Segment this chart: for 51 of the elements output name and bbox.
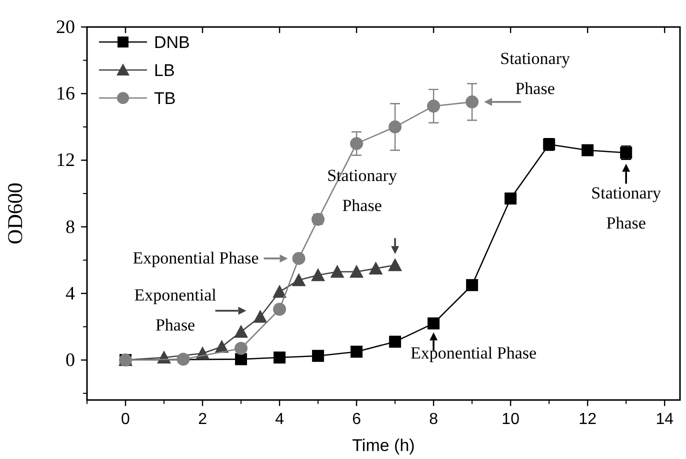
legend-label: DNB bbox=[154, 33, 190, 52]
x-tick-label: 8 bbox=[429, 411, 438, 428]
point bbox=[428, 317, 440, 330]
point bbox=[176, 352, 190, 366]
x-tick-label: 0 bbox=[121, 411, 130, 428]
point bbox=[292, 273, 306, 286]
point bbox=[388, 258, 402, 272]
x-tick-label: 10 bbox=[502, 411, 520, 428]
x-tick-label: 14 bbox=[656, 411, 674, 428]
x-tick-label: 2 bbox=[198, 411, 208, 428]
y-tick-label: 20 bbox=[56, 17, 75, 38]
point bbox=[368, 261, 383, 274]
point bbox=[582, 144, 594, 156]
point bbox=[235, 353, 248, 366]
point bbox=[234, 324, 248, 338]
y-tick-label: 12 bbox=[56, 150, 75, 172]
point bbox=[273, 302, 286, 316]
y-tick-label: 16 bbox=[56, 84, 75, 105]
point bbox=[427, 100, 440, 113]
annotation: Stationary Phase bbox=[591, 184, 662, 233]
point bbox=[350, 264, 364, 278]
point bbox=[504, 192, 517, 205]
annotation: Exponential Phase bbox=[132, 248, 259, 268]
point bbox=[234, 342, 248, 355]
point bbox=[466, 279, 478, 292]
y-axis-title: OD600 bbox=[3, 182, 27, 244]
annotation: Stationary Phase bbox=[500, 48, 570, 98]
x-axis-title: Time (h) bbox=[352, 436, 415, 455]
point bbox=[389, 336, 402, 348]
y-tick-label: 8 bbox=[66, 216, 75, 238]
point bbox=[272, 284, 287, 298]
point bbox=[330, 264, 344, 278]
y-tick-label: 4 bbox=[66, 283, 76, 304]
point bbox=[292, 252, 306, 265]
point bbox=[311, 268, 326, 282]
annotation: Stationary Phase bbox=[327, 166, 398, 216]
x-tick-label: 4 bbox=[275, 411, 284, 428]
legend-label: TB bbox=[154, 89, 176, 108]
x-tick-label: 12 bbox=[578, 411, 597, 428]
point bbox=[388, 120, 402, 134]
y-tick-label: 0 bbox=[66, 350, 75, 372]
point bbox=[350, 346, 363, 358]
point bbox=[466, 95, 479, 108]
annotation: Exponential Phase bbox=[410, 343, 537, 362]
point bbox=[312, 350, 324, 362]
point bbox=[274, 352, 286, 364]
point bbox=[350, 137, 364, 150]
point bbox=[253, 310, 268, 323]
x-tick-label: 6 bbox=[352, 411, 362, 428]
legend-label: LB bbox=[154, 61, 175, 80]
annotation: Exponential Phase bbox=[134, 286, 217, 335]
